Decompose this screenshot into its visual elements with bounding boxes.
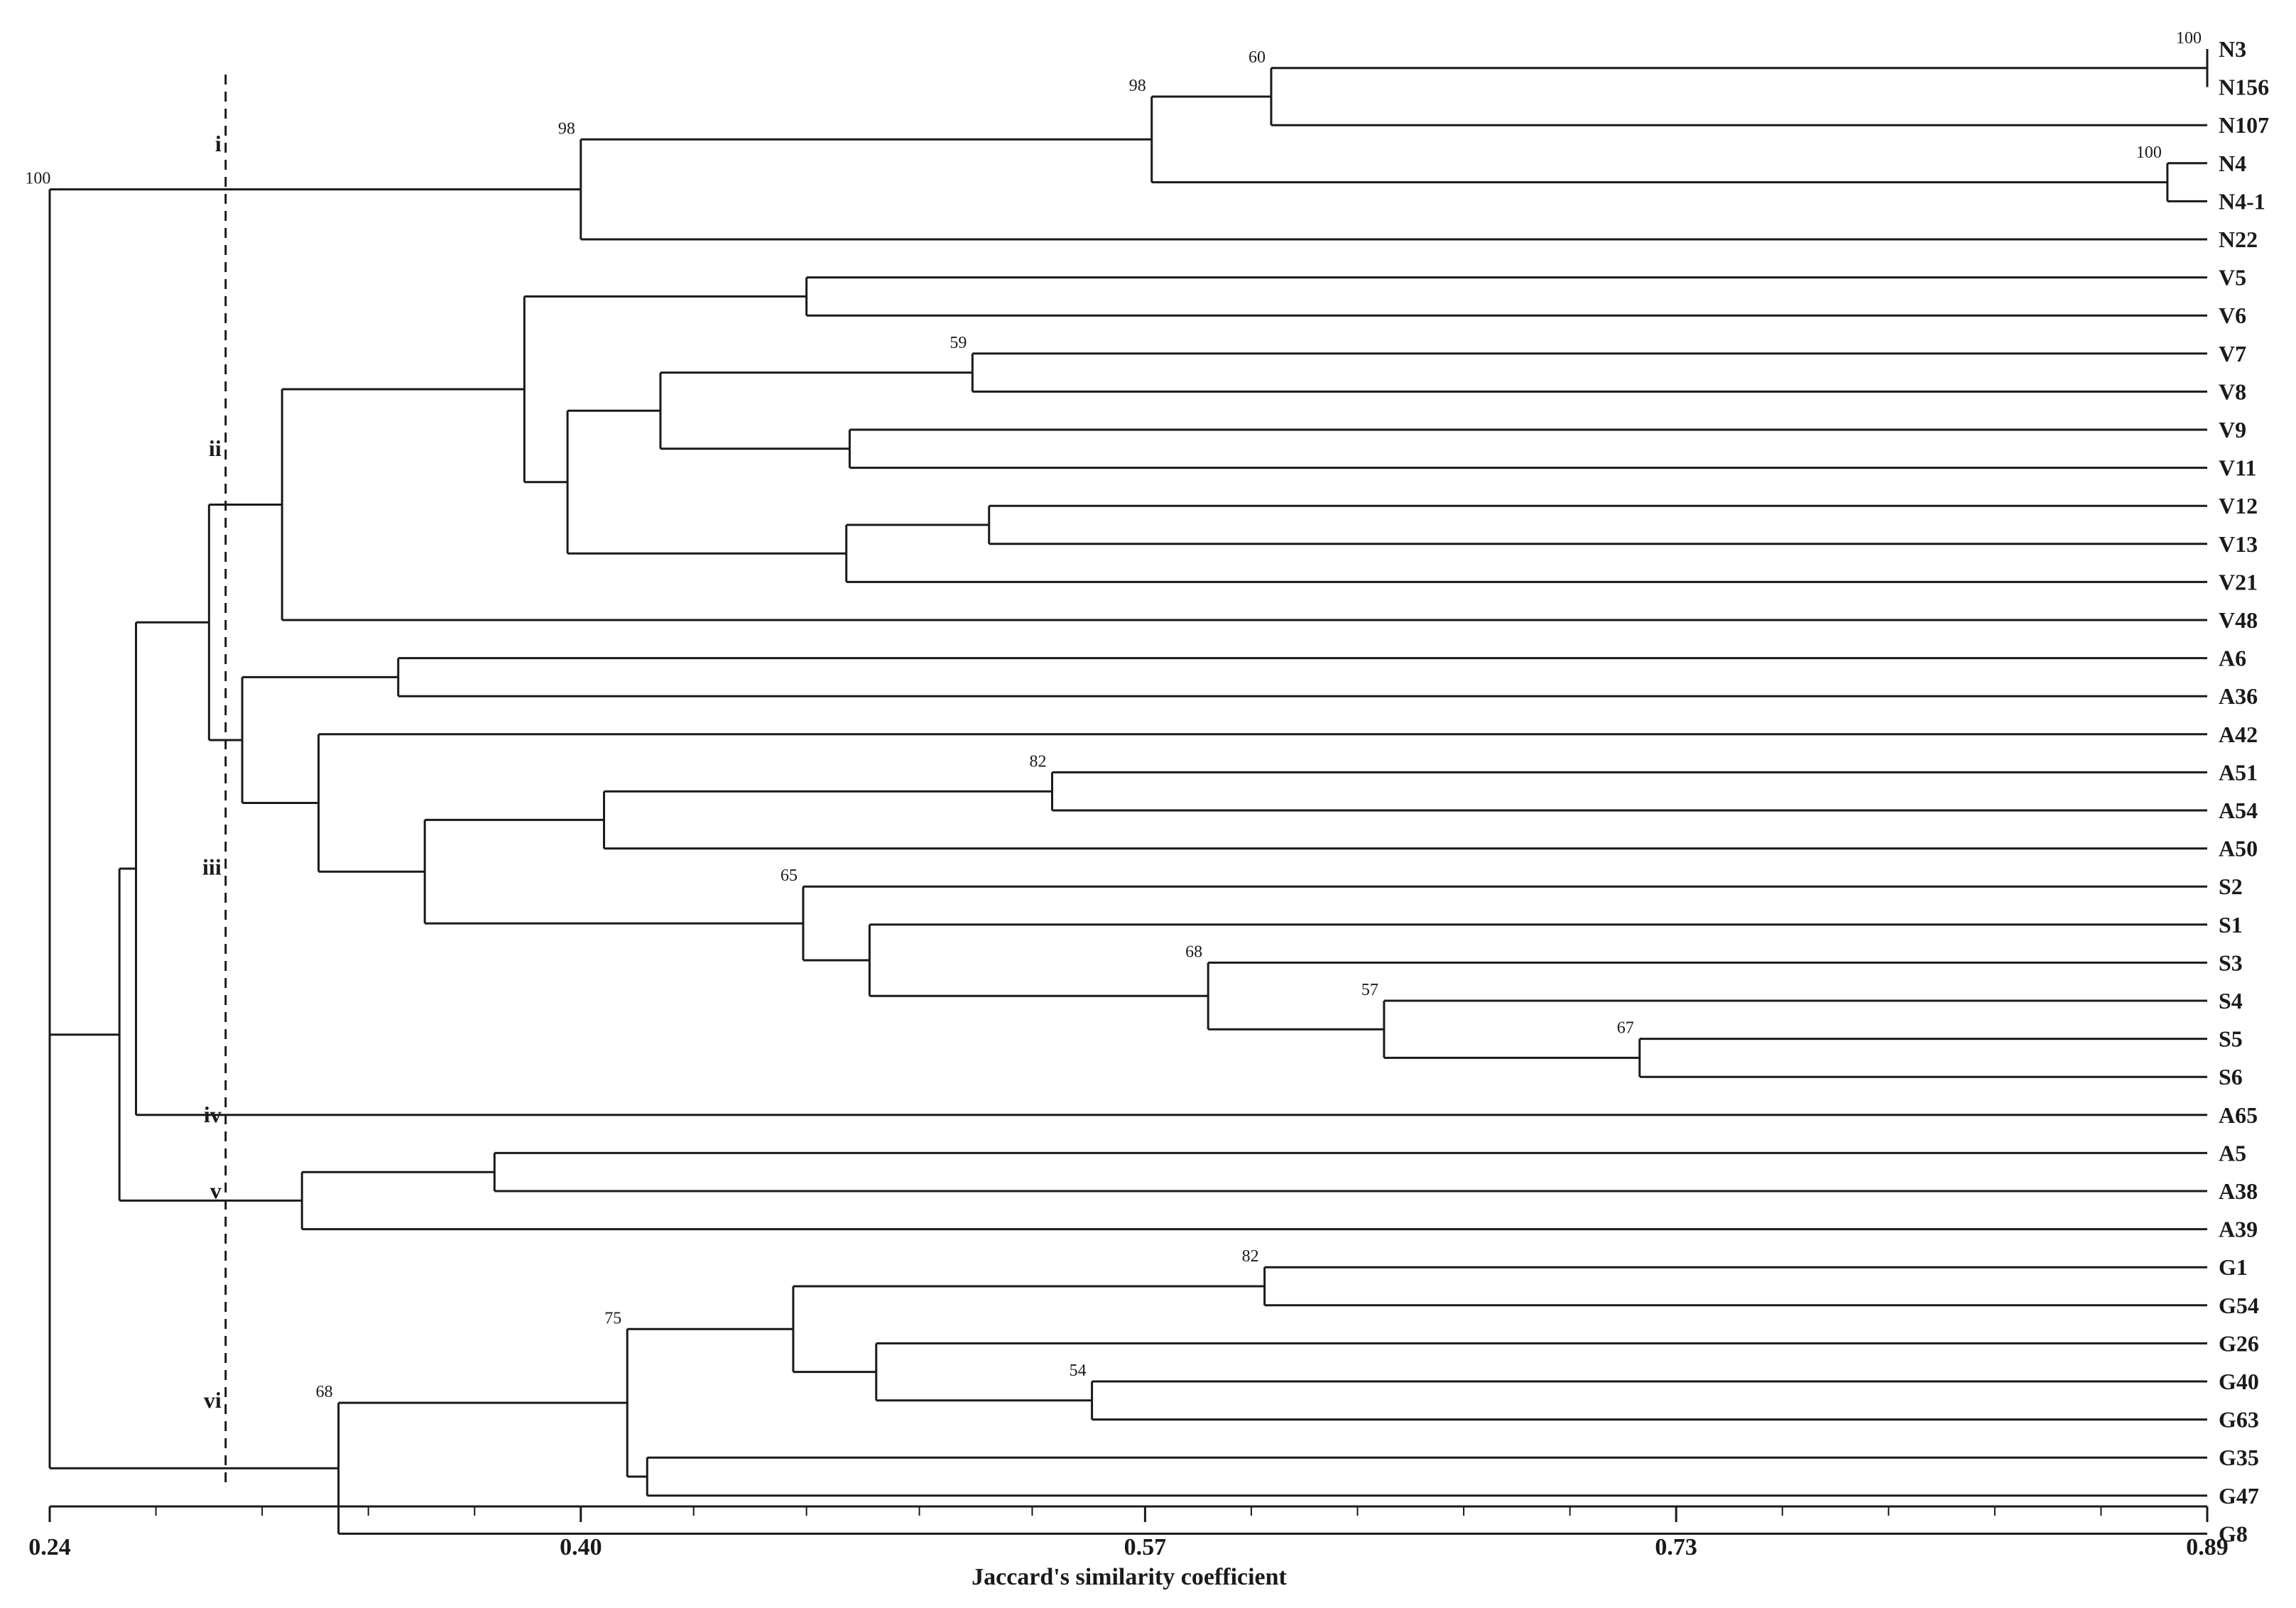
leaf-label: A50: [2219, 836, 2258, 862]
leaf-label: N156: [2219, 75, 2269, 100]
bootstrap-value: 98: [558, 119, 575, 138]
tick-label: 0.40: [560, 1534, 602, 1560]
bootstrap-value: 67: [1617, 1019, 1634, 1038]
leaf-label: V12: [2219, 493, 2258, 518]
leaf-label: V13: [2219, 531, 2258, 557]
x-axis-title: Jaccard's similarity coefficient: [972, 1564, 1287, 1590]
leaf-label: G54: [2219, 1293, 2259, 1318]
cluster-label: vi: [204, 1387, 222, 1413]
leaf-label: A54: [2219, 798, 2258, 823]
leaf-label: V21: [2219, 569, 2258, 594]
bootstrap-values: 100 60 100 98 98 100 59 82 67 57 68 65 82 54 75 68: [25, 29, 2202, 1401]
leaf-label: G40: [2219, 1369, 2259, 1394]
x-axis: 0.24 0.40 0.57 0.73 0.89 Jaccard's similarit…: [28, 1505, 2229, 1590]
leaf-label: N107: [2219, 112, 2269, 138]
bootstrap-value: 59: [950, 334, 967, 352]
bootstrap-value: 57: [1361, 981, 1378, 999]
x-axis-ticks: 0.24 0.40 0.57 0.73 0.89: [28, 1506, 2229, 1560]
leaf-label: S2: [2219, 874, 2243, 899]
leaf-label: V8: [2219, 379, 2246, 404]
tick-label: 0.73: [1655, 1534, 1697, 1560]
leaf-label: G8: [2219, 1521, 2248, 1546]
leaf-label: G63: [2219, 1407, 2259, 1433]
leaf-label: G35: [2219, 1445, 2259, 1470]
leaf-label: V11: [2219, 455, 2256, 481]
cluster-label: iv: [204, 1102, 222, 1127]
cluster-label: ii: [209, 435, 222, 461]
leaf-label: V9: [2219, 417, 2246, 442]
cluster-label: iii: [202, 854, 222, 879]
leaf-label: V7: [2219, 341, 2246, 366]
leaf-label: S4: [2219, 988, 2243, 1014]
leaf-label: V6: [2219, 303, 2246, 328]
leaf-labels: N3 N156 N107 N4 N4-1 N22 V5 V6 V7 V8 V9 V11 V12 V13 V2…: [2219, 36, 2269, 1546]
cluster-label: i: [215, 131, 222, 156]
bootstrap-value: 65: [780, 867, 798, 885]
leaf-label: N4-1: [2219, 188, 2265, 214]
leaf-label: G26: [2219, 1330, 2259, 1356]
leaf-label: A39: [2219, 1217, 2258, 1242]
leaf-label: A38: [2219, 1178, 2258, 1204]
leaf-label: S5: [2219, 1026, 2243, 1052]
dendrogram-branches: [48, 49, 2209, 1535]
leaf-label: S6: [2219, 1064, 2243, 1090]
leaf-label: N4: [2219, 151, 2246, 176]
bootstrap-value: 82: [1030, 752, 1047, 771]
leaf-label: A36: [2219, 683, 2258, 709]
bootstrap-value: 100: [25, 170, 50, 188]
leaf-label: A65: [2219, 1102, 2258, 1128]
leaf-label: V48: [2219, 607, 2258, 633]
bootstrap-value: 54: [1070, 1362, 1087, 1380]
leaf-label: G1: [2219, 1254, 2248, 1280]
leaf-label: S3: [2219, 950, 2243, 975]
leaf-label: A42: [2219, 722, 2258, 747]
cluster-label: v: [210, 1178, 222, 1203]
tick-label: 0.24: [28, 1534, 71, 1560]
bootstrap-value: 68: [316, 1383, 333, 1401]
leaf-label: S1: [2219, 912, 2243, 938]
leaf-label: A5: [2219, 1140, 2246, 1166]
bootstrap-value: 68: [1185, 942, 1202, 961]
bootstrap-value: 75: [604, 1309, 621, 1327]
bootstrap-value: 60: [1248, 48, 1266, 67]
leaf-label: G47: [2219, 1483, 2259, 1509]
leaf-label: A51: [2219, 759, 2258, 785]
tick-label: 0.57: [1124, 1534, 1167, 1560]
leaf-label: N3: [2219, 36, 2246, 62]
bootstrap-value: 98: [1129, 77, 1146, 95]
leaf-label: V5: [2219, 265, 2246, 290]
tick-label: 0.89: [2186, 1534, 2229, 1560]
bootstrap-value: 100: [2176, 29, 2202, 48]
bootstrap-value: 100: [2136, 143, 2162, 162]
bootstrap-value: 82: [1242, 1247, 1259, 1266]
leaf-label: N22: [2219, 227, 2258, 252]
leaf-label: A6: [2219, 646, 2246, 671]
